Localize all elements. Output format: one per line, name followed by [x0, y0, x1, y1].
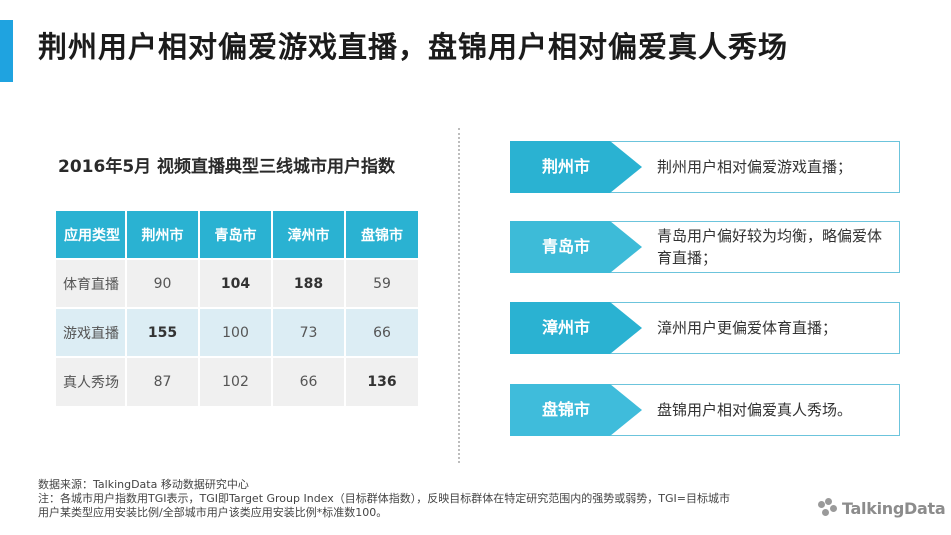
city-description: 荆州用户相对偏爱游戏直播；	[657, 158, 853, 176]
title-accent-bar	[0, 20, 13, 82]
logo-text: TalkingData	[842, 498, 946, 518]
table-row: 真人秀场 87 102 66 136	[56, 356, 418, 406]
city-description: 盘锦用户相对偏爱真人秀场。	[657, 401, 853, 419]
row-category: 游戏直播	[56, 307, 127, 357]
header-category: 应用类型	[56, 211, 127, 259]
logo-dots-icon	[818, 498, 838, 518]
arrow-shape	[610, 221, 642, 273]
source-note: 数据来源：TalkingData 移动数据研究中心	[38, 478, 249, 491]
table-cell: 136	[345, 356, 418, 406]
table-cell: 104	[199, 258, 273, 308]
table-row: 体育直播 90 104 188 59	[56, 258, 418, 308]
tgi-note: 注：各城市用户指数用TGI表示，TGI即Target Group Index（目…	[38, 492, 730, 505]
table-cell: 90	[126, 258, 200, 308]
arrow-shape	[610, 141, 642, 193]
table-cell: 102	[199, 356, 273, 406]
city-label: 盘锦市	[541, 400, 590, 419]
user-index-table: 应用类型 荆州市 青岛市 漳州市 盘锦市 体育直播 90 104 188 59 …	[56, 211, 418, 406]
table-cell: 73	[272, 307, 346, 357]
row-category: 真人秀场	[56, 356, 127, 406]
table-cell: 155	[126, 307, 200, 357]
city-label: 漳州市	[541, 318, 590, 337]
table-cell: 100	[199, 307, 273, 357]
city-description: 青岛用户偏好较为均衡，略偏爱体育直播；	[657, 227, 883, 267]
table-header-row: 应用类型 荆州市 青岛市 漳州市 盘锦市	[56, 211, 418, 259]
talkingdata-logo: TalkingData	[818, 498, 946, 518]
row-category: 体育直播	[56, 258, 127, 308]
arrow-shape	[610, 384, 642, 436]
table-cell: 59	[345, 258, 418, 308]
header-jingzhou: 荆州市	[126, 211, 200, 259]
header-qingdao: 青岛市	[199, 211, 273, 259]
page-title: 荆州用户相对偏爱游戏直播，盘锦用户相对偏爱真人秀场	[38, 30, 789, 64]
city-card-qingdao: 青岛市 青岛用户偏好较为均衡，略偏爱体育直播；	[510, 221, 900, 273]
footnotes: 数据来源：TalkingData 移动数据研究中心 注：各城市用户指数用TGI表…	[38, 478, 730, 520]
table-cell: 188	[272, 258, 346, 308]
city-description: 漳州用户更偏爱体育直播；	[657, 319, 838, 337]
table-cell: 66	[345, 307, 418, 357]
arrow-shape	[610, 302, 642, 354]
table-cell: 66	[272, 356, 346, 406]
city-label: 青岛市	[541, 237, 590, 256]
table-row: 游戏直播 155 100 73 66	[56, 307, 418, 357]
table-cell: 87	[126, 356, 200, 406]
city-card-zhangzhou: 漳州市 漳州用户更偏爱体育直播；	[510, 302, 900, 354]
table-title: 2016年5月 视频直播典型三线城市用户指数	[58, 157, 396, 177]
header-zhangzhou: 漳州市	[272, 211, 346, 259]
city-card-panjin: 盘锦市 盘锦用户相对偏爱真人秀场。	[510, 384, 900, 436]
header-panjin: 盘锦市	[345, 211, 418, 259]
vertical-divider	[458, 128, 460, 463]
city-label: 荆州市	[541, 157, 590, 176]
tgi-note-cont: 用户某类型应用安装比例/全部城市用户该类应用安装比例*标准数100。	[38, 506, 388, 519]
city-card-jingzhou: 荆州市 荆州用户相对偏爱游戏直播；	[510, 141, 900, 193]
